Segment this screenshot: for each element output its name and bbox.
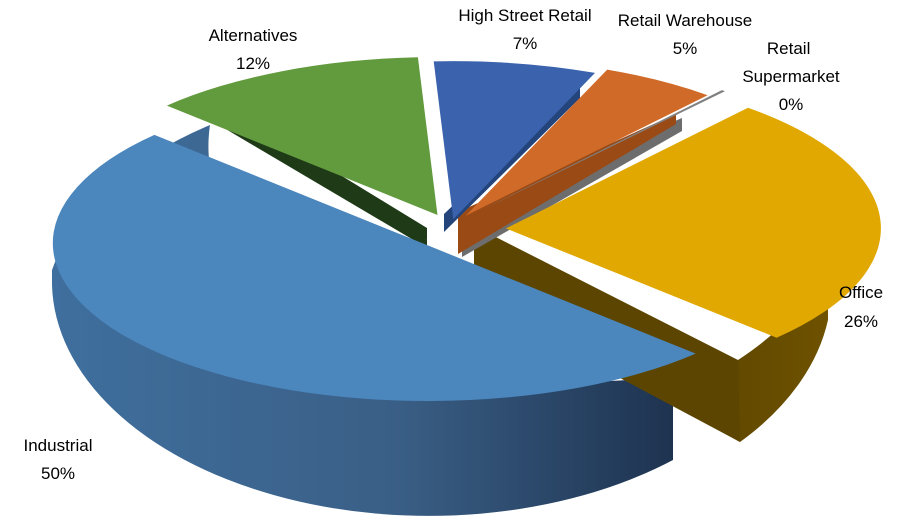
- label-alternatives: Alternatives 12%: [209, 26, 298, 73]
- label-retail-supermarket: Retail Supermarket 0%: [742, 39, 840, 114]
- slice-label: Retail Supermarket: [742, 39, 840, 86]
- pie-slices-layer: [52, 57, 881, 402]
- industrial-slice: [52, 134, 696, 402]
- slice-label: Office: [839, 283, 883, 302]
- slice-value-label: 12%: [236, 54, 270, 73]
- slice-value-label: 0%: [779, 95, 804, 114]
- label-office: Office 26%: [839, 283, 883, 331]
- label-high-street-retail: High Street Retail 7%: [458, 6, 591, 53]
- retail-warehouse-slice: [465, 69, 708, 216]
- slice-label: Alternatives: [209, 26, 298, 45]
- alternatives-slice: [166, 57, 438, 216]
- retail-warehouse-slice-cut-face: [458, 114, 676, 254]
- office-slice: [505, 107, 881, 338]
- slice-label: Industrial: [24, 436, 93, 455]
- slice-value-label: 26%: [844, 312, 878, 331]
- slice-label: Retail Warehouse: [618, 11, 753, 30]
- pie-labels-layer: High Street Retail 7% Retail Warehouse 5…: [24, 6, 884, 483]
- high-street-retail-slice: [433, 61, 595, 220]
- slice-value-label: 5%: [673, 39, 698, 58]
- slice-label: High Street Retail: [458, 6, 591, 25]
- slice-value-label: 50%: [41, 464, 75, 483]
- label-industrial: Industrial 50%: [24, 436, 93, 483]
- label-retail-warehouse: Retail Warehouse 5%: [618, 11, 753, 58]
- slice-value-label: 7%: [513, 34, 538, 53]
- retail-supermarket-slice: [479, 90, 725, 211]
